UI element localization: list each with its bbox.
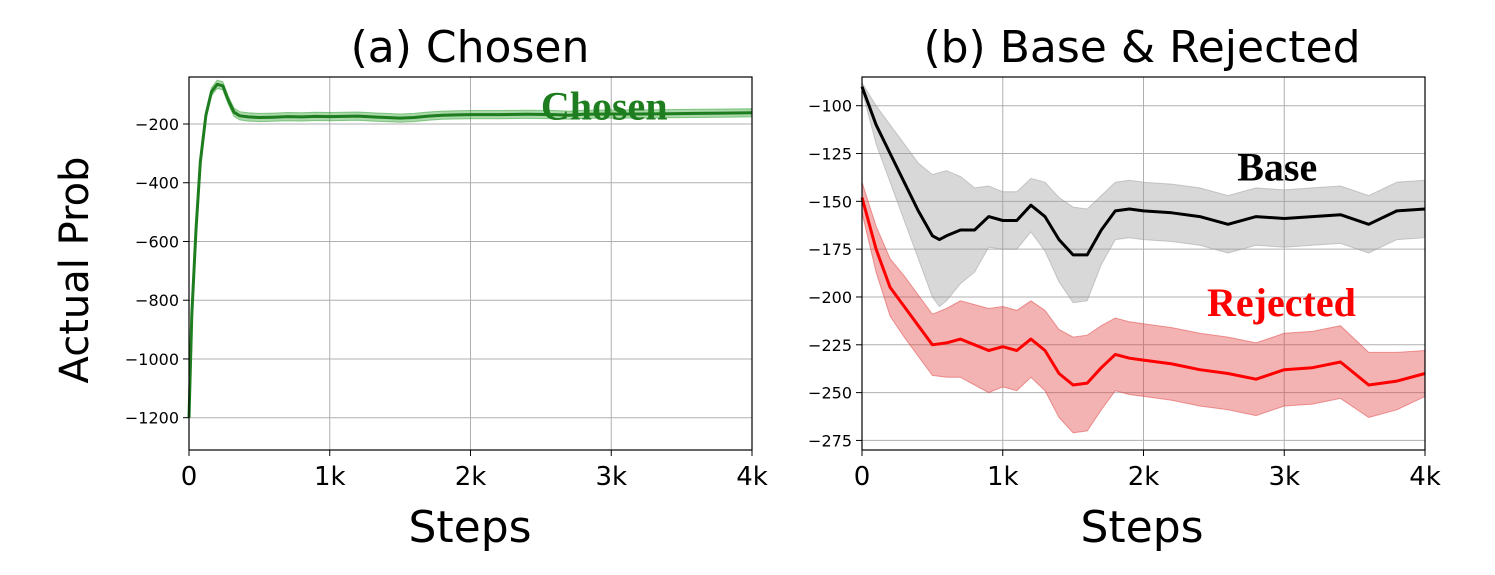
- y-tick-label: −225: [808, 336, 852, 355]
- x-tick-label: 4k: [736, 462, 768, 492]
- annotation-base: Base: [1237, 144, 1317, 189]
- panel-a-y-ticks: −200 −400 −600 −800 −1000 −1200: [125, 115, 189, 428]
- y-tick-label: −200: [808, 288, 852, 307]
- y-axis-label: Actual Prob: [52, 157, 98, 384]
- panel-a-frame: [188, 76, 753, 451]
- y-tick-label: −1000: [125, 350, 179, 369]
- y-tick-label: −275: [808, 431, 852, 450]
- panel-b-lines: [860, 86, 1426, 387]
- panel-b-y-ticks: −100 −125 −150 −175 −200 −225 −250 −275: [808, 97, 862, 450]
- panel-a-title: (a) Chosen: [351, 22, 590, 73]
- panel-a-chosen: (a) Chosen Actual Prob Steps 0 1k 2k 3k 4k −…: [52, 22, 768, 553]
- y-tick-label: −1200: [125, 409, 179, 428]
- panel-a-annotations: Chosen: [541, 84, 668, 129]
- y-tick-label: −150: [808, 192, 852, 211]
- panel-b-x-ticks: 0 1k 2k 3k 4k: [854, 450, 1441, 492]
- x-tick-label: 4k: [1409, 462, 1441, 492]
- y-tick-label: −200: [135, 115, 179, 134]
- y-tick-label: −250: [808, 384, 852, 403]
- panel-a-x-axis-label: Steps: [408, 502, 531, 553]
- panel-b-annotations: Base Rejected: [1207, 144, 1356, 325]
- panel-b-frame: [861, 76, 1426, 451]
- series-line-rejected: [860, 197, 1426, 387]
- series-line-base: [860, 86, 1426, 257]
- panel-b-base-rejected: (b) Base & Rejected Steps 0 1k 2k 3k 4k −100…: [808, 22, 1441, 553]
- annotation-rejected: Rejected: [1207, 280, 1356, 325]
- y-tick-label: −800: [135, 291, 179, 310]
- x-tick-label: 1k: [314, 462, 346, 492]
- y-tick-label: −100: [808, 97, 852, 116]
- panel-b-x-axis-label: Steps: [1080, 502, 1203, 553]
- panel-a-x-ticks: 0 1k 2k 3k 4k: [181, 450, 768, 492]
- y-tick-label: −400: [135, 174, 179, 193]
- x-tick-label: 0: [854, 462, 871, 492]
- x-tick-label: 0: [181, 462, 198, 492]
- panel-a-lines: [187, 82, 753, 418]
- x-tick-label: 3k: [595, 462, 627, 492]
- y-tick-label: −125: [808, 145, 852, 164]
- x-tick-label: 2k: [1128, 462, 1160, 492]
- series-line-chosen: [187, 82, 753, 418]
- panel-a-grid: [188, 77, 753, 450]
- x-tick-label: 3k: [1268, 462, 1300, 492]
- panel-b-title: (b) Base & Rejected: [923, 22, 1360, 73]
- x-tick-label: 2k: [455, 462, 487, 492]
- y-tick-label: −175: [808, 240, 852, 259]
- x-tick-label: 1k: [987, 462, 1019, 492]
- annotation-chosen: Chosen: [541, 84, 668, 129]
- y-tick-label: −600: [135, 232, 179, 251]
